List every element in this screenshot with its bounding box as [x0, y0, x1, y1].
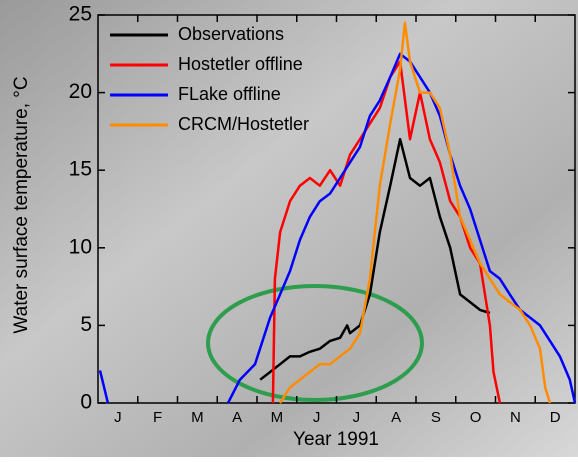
series-line: [271, 60, 502, 404]
y-tick-label: 10: [69, 235, 92, 258]
y-tick-label: 20: [69, 80, 92, 103]
series-line: [279, 21, 552, 404]
legend-label: Hostetler offline: [178, 54, 303, 74]
series-line: [259, 137, 491, 381]
x-tick-label: O: [470, 409, 482, 426]
x-axis-label: Year 1991: [293, 429, 379, 450]
x-tick-label: D: [550, 409, 561, 426]
x-tick-label: A: [232, 409, 242, 426]
legend-label: CRCM/Hostetler: [178, 114, 309, 134]
x-tick-label: A: [391, 409, 401, 426]
highlight-ellipse: [206, 284, 424, 402]
y-tick-label: 25: [69, 3, 92, 26]
y-tick-label: 0: [80, 391, 92, 414]
y-tick-label: 5: [80, 313, 92, 336]
x-tick-label: N: [510, 409, 521, 426]
legend-label: FLake offline: [178, 84, 281, 104]
y-axis-label: Water surface temperature, °C: [11, 76, 32, 333]
x-tick-label: J: [353, 409, 361, 426]
x-tick-label: M: [191, 409, 204, 426]
x-tick-label: S: [431, 409, 441, 426]
legend-label: Observations: [178, 24, 284, 44]
x-tick-label: J: [114, 409, 122, 426]
x-tick-label: M: [271, 409, 284, 426]
x-tick-label: J: [313, 409, 321, 426]
y-tick-label: 15: [69, 158, 92, 181]
x-tick-label: F: [153, 409, 162, 426]
